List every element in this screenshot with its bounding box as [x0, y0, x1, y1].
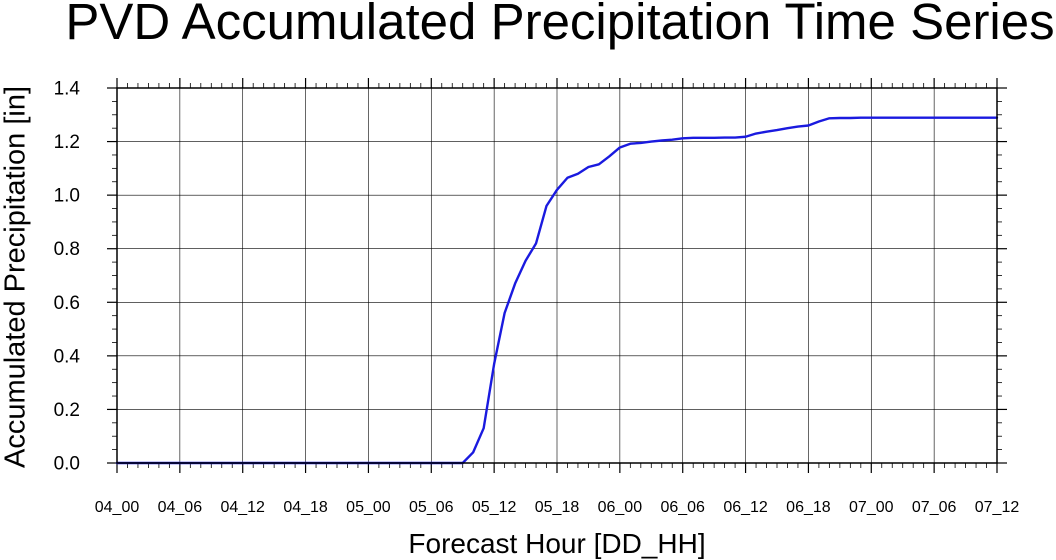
chart-title: PVD Accumulated Precipitation Time Serie… — [65, 0, 1055, 50]
y-tick-label: 0.8 — [54, 239, 80, 260]
x-tick-label: 05_12 — [472, 499, 517, 516]
x-tick-label: 04_12 — [220, 499, 265, 516]
y-tick-label: 0.6 — [54, 293, 80, 314]
y-tick-label: 1.0 — [54, 186, 80, 207]
x-tick-label: 04_06 — [158, 499, 203, 516]
x-tick-label: 06_00 — [598, 499, 643, 516]
plot-frame — [116, 87, 998, 464]
grid — [116, 87, 998, 464]
y-tick-label: 0.2 — [54, 400, 80, 421]
tick-labels: 04_00 04_06 04_12 04_18 05_00 05_06 05_12 05_18… — [54, 79, 1020, 517]
series-layer — [115, 116, 999, 465]
x-tick-label: 05_06 — [409, 499, 454, 516]
y-tick-label: 0.4 — [54, 346, 81, 367]
x-tick-label: 04_00 — [95, 499, 140, 516]
x-tick-label: 06_06 — [660, 499, 705, 516]
y-tick-label: 1.4 — [54, 79, 81, 100]
x-tick-label: 07_06 — [912, 499, 957, 516]
x-axis-title: Forecast Hour [DD_HH] — [408, 528, 706, 559]
x-tick-label: 07_12 — [975, 499, 1020, 516]
y-axis-title: Accumulated Precipitation [in] — [0, 85, 32, 469]
x-tick-label: 06_18 — [786, 499, 831, 516]
minor-ticks — [112, 83, 1002, 468]
major-ticks — [107, 78, 1007, 473]
x-tick-label: 04_18 — [283, 499, 328, 516]
x-tick-label: 06_12 — [723, 499, 768, 516]
y-tick-label: 1.2 — [54, 132, 80, 153]
x-tick-label: 05_18 — [535, 499, 580, 516]
x-tick-label: 07_00 — [849, 499, 894, 516]
precipitation-series-line — [115, 116, 999, 465]
y-tick-label: 0.0 — [54, 454, 80, 475]
x-tick-label: 05_00 — [346, 499, 391, 516]
